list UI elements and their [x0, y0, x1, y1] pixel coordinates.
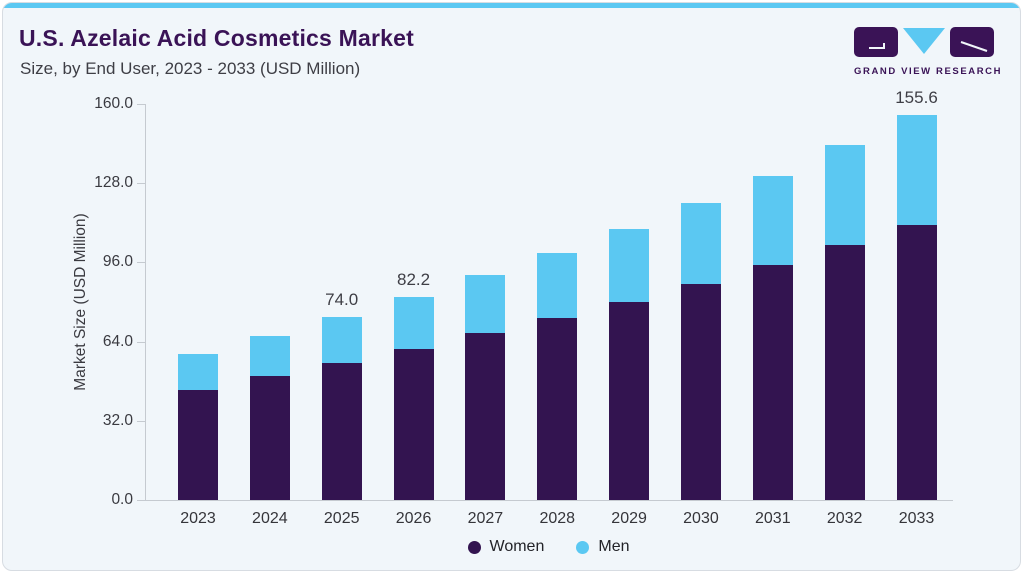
- y-axis-tick-label: 128.0: [94, 174, 133, 192]
- x-axis-label-2031: 2031: [755, 510, 791, 527]
- legend-dot-women-icon: [467, 540, 481, 554]
- y-axis-tick-label: 0.0: [111, 491, 133, 508]
- bar-segment-men-2033: [896, 114, 937, 225]
- bar-2031: [752, 175, 793, 500]
- bar-segment-women-2033: [896, 224, 937, 500]
- y-axis-tick-label: 160.0: [94, 95, 133, 112]
- y-axis-tick: [137, 420, 145, 422]
- logo-g-glyph: [869, 43, 885, 49]
- bar-segment-women-2032: [824, 244, 865, 500]
- x-axis-label-2023: 2023: [180, 510, 216, 527]
- bar-2023: [178, 353, 218, 500]
- x-axis-label-2025: 2025: [323, 510, 360, 527]
- logo-r-glyph: [960, 41, 988, 52]
- logo-mark: [854, 27, 994, 57]
- bar-total-label-2025: 74.0: [325, 289, 359, 309]
- legend-item-men: Men: [576, 538, 629, 556]
- bar-2033: [896, 114, 937, 500]
- chart-legend: Women Men: [145, 538, 952, 556]
- bar-segment-women-2025: [321, 363, 362, 500]
- y-axis-tick: [137, 341, 145, 343]
- bar-segment-women-2023: [178, 389, 218, 500]
- bar-segment-men-2029: [609, 228, 650, 302]
- logo-v-triangle-icon: [903, 28, 945, 54]
- x-axis-label-2026: 2026: [395, 510, 432, 527]
- bar-segment-men-2028: [537, 253, 578, 319]
- grand-view-research-logo: GRAND VIEW RESEARCH: [854, 27, 1003, 77]
- bar-segment-men-2032: [824, 145, 865, 245]
- bar-segment-men-2030: [680, 202, 721, 284]
- bar-2028: [537, 253, 578, 500]
- plot-area: 0.0 32.0 64.0 96.0 128.0 160.0 2023 2024 74.0 202…: [94, 88, 953, 527]
- bar-2029: [609, 228, 650, 501]
- x-axis-label-2032: 2032: [826, 510, 863, 527]
- y-axis-title: Market Size (USD Million): [72, 213, 89, 391]
- bar-segment-women-2026: [393, 348, 434, 500]
- bar-total-label-2033: 155.6: [895, 87, 938, 107]
- legend-label-women: Women: [489, 538, 545, 555]
- bar-2027: [465, 275, 506, 500]
- bar-segment-women-2024: [249, 376, 290, 500]
- bar-segment-women-2027: [465, 333, 506, 500]
- bar-2026: [393, 296, 434, 500]
- y-axis-tick-label: 96.0: [102, 253, 133, 271]
- x-axis-label-2027: 2027: [467, 510, 504, 527]
- x-axis-label-2030: 2030: [683, 510, 719, 527]
- bar-2024: [249, 336, 290, 500]
- x-axis-label-2033: 2033: [898, 510, 935, 527]
- y-axis-tick-label: 32.0: [102, 411, 133, 429]
- bar-segment-men-2027: [465, 275, 506, 334]
- y-axis-tick: [137, 500, 145, 501]
- logo-g-block: [854, 27, 898, 57]
- bar-segment-men-2026: [393, 296, 434, 349]
- bar-2025: [321, 316, 362, 500]
- bar-segment-women-2031: [752, 264, 793, 500]
- bar-segment-women-2028: [537, 318, 578, 500]
- x-axis-label-2028: 2028: [539, 510, 576, 527]
- legend-dot-men-icon: [576, 540, 590, 554]
- x-axis-label-2024: 2024: [252, 510, 288, 527]
- legend-item-women: Women: [467, 538, 545, 556]
- bar-segment-women-2030: [680, 283, 721, 500]
- y-axis-tick: [137, 104, 145, 105]
- page-title: U.S. Azelaic Acid Cosmetics Market: [19, 25, 414, 51]
- bar-2030: [680, 202, 721, 500]
- page-subtitle: Size, by End User, 2023 - 2033 (USD Mill…: [20, 59, 361, 78]
- x-axis-label-2029: 2029: [611, 510, 647, 527]
- top-accent-bar: [3, 3, 1020, 8]
- bar-segment-women-2029: [609, 301, 650, 500]
- chart-header: U.S. Azelaic Acid Cosmetics Market Size,…: [19, 25, 414, 79]
- bar-segment-men-2025: [321, 316, 362, 364]
- legend-label-men: Men: [598, 538, 630, 555]
- bar-segment-men-2024: [249, 336, 290, 376]
- market-size-chart: Market Size (USD Million) 0.0 32.0 64.0 96.…: [3, 3, 1020, 570]
- bar-segment-men-2031: [752, 175, 793, 265]
- y-axis-tick-label: 64.0: [102, 332, 133, 350]
- bar-2032: [824, 145, 865, 500]
- bar-segment-men-2023: [178, 353, 218, 390]
- y-axis-tick: [137, 262, 145, 264]
- logo-text: GRAND VIEW RESEARCH: [854, 66, 1003, 77]
- y-axis-tick: [137, 183, 145, 185]
- bar-total-label-2026: 82.2: [397, 269, 431, 289]
